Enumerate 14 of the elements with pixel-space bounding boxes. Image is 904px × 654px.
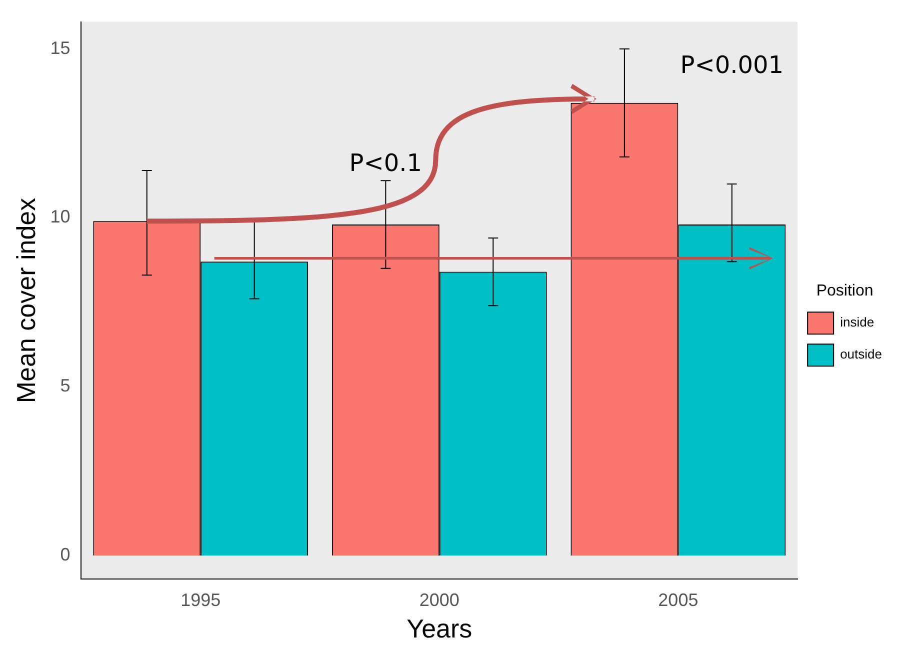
legend-label: inside — [840, 314, 874, 330]
legend-title: Position — [816, 282, 874, 300]
x-tick-label: 2000 — [419, 590, 460, 610]
y-tick-label: 5 — [60, 376, 70, 396]
y-tick-label: 10 — [50, 206, 70, 227]
x-tick-label: 2005 — [658, 590, 698, 610]
x-axis-title: Years — [406, 614, 472, 644]
y-axis-title: Mean cover index — [10, 198, 41, 404]
legend-label: outside — [840, 346, 882, 362]
annotation: P<0.1 — [349, 148, 422, 177]
annotation: P<0.001 — [680, 51, 784, 80]
y-tick-label: 0 — [60, 544, 70, 565]
x-tick-label: 1995 — [180, 590, 221, 610]
y-tick-label: 15 — [50, 38, 70, 58]
